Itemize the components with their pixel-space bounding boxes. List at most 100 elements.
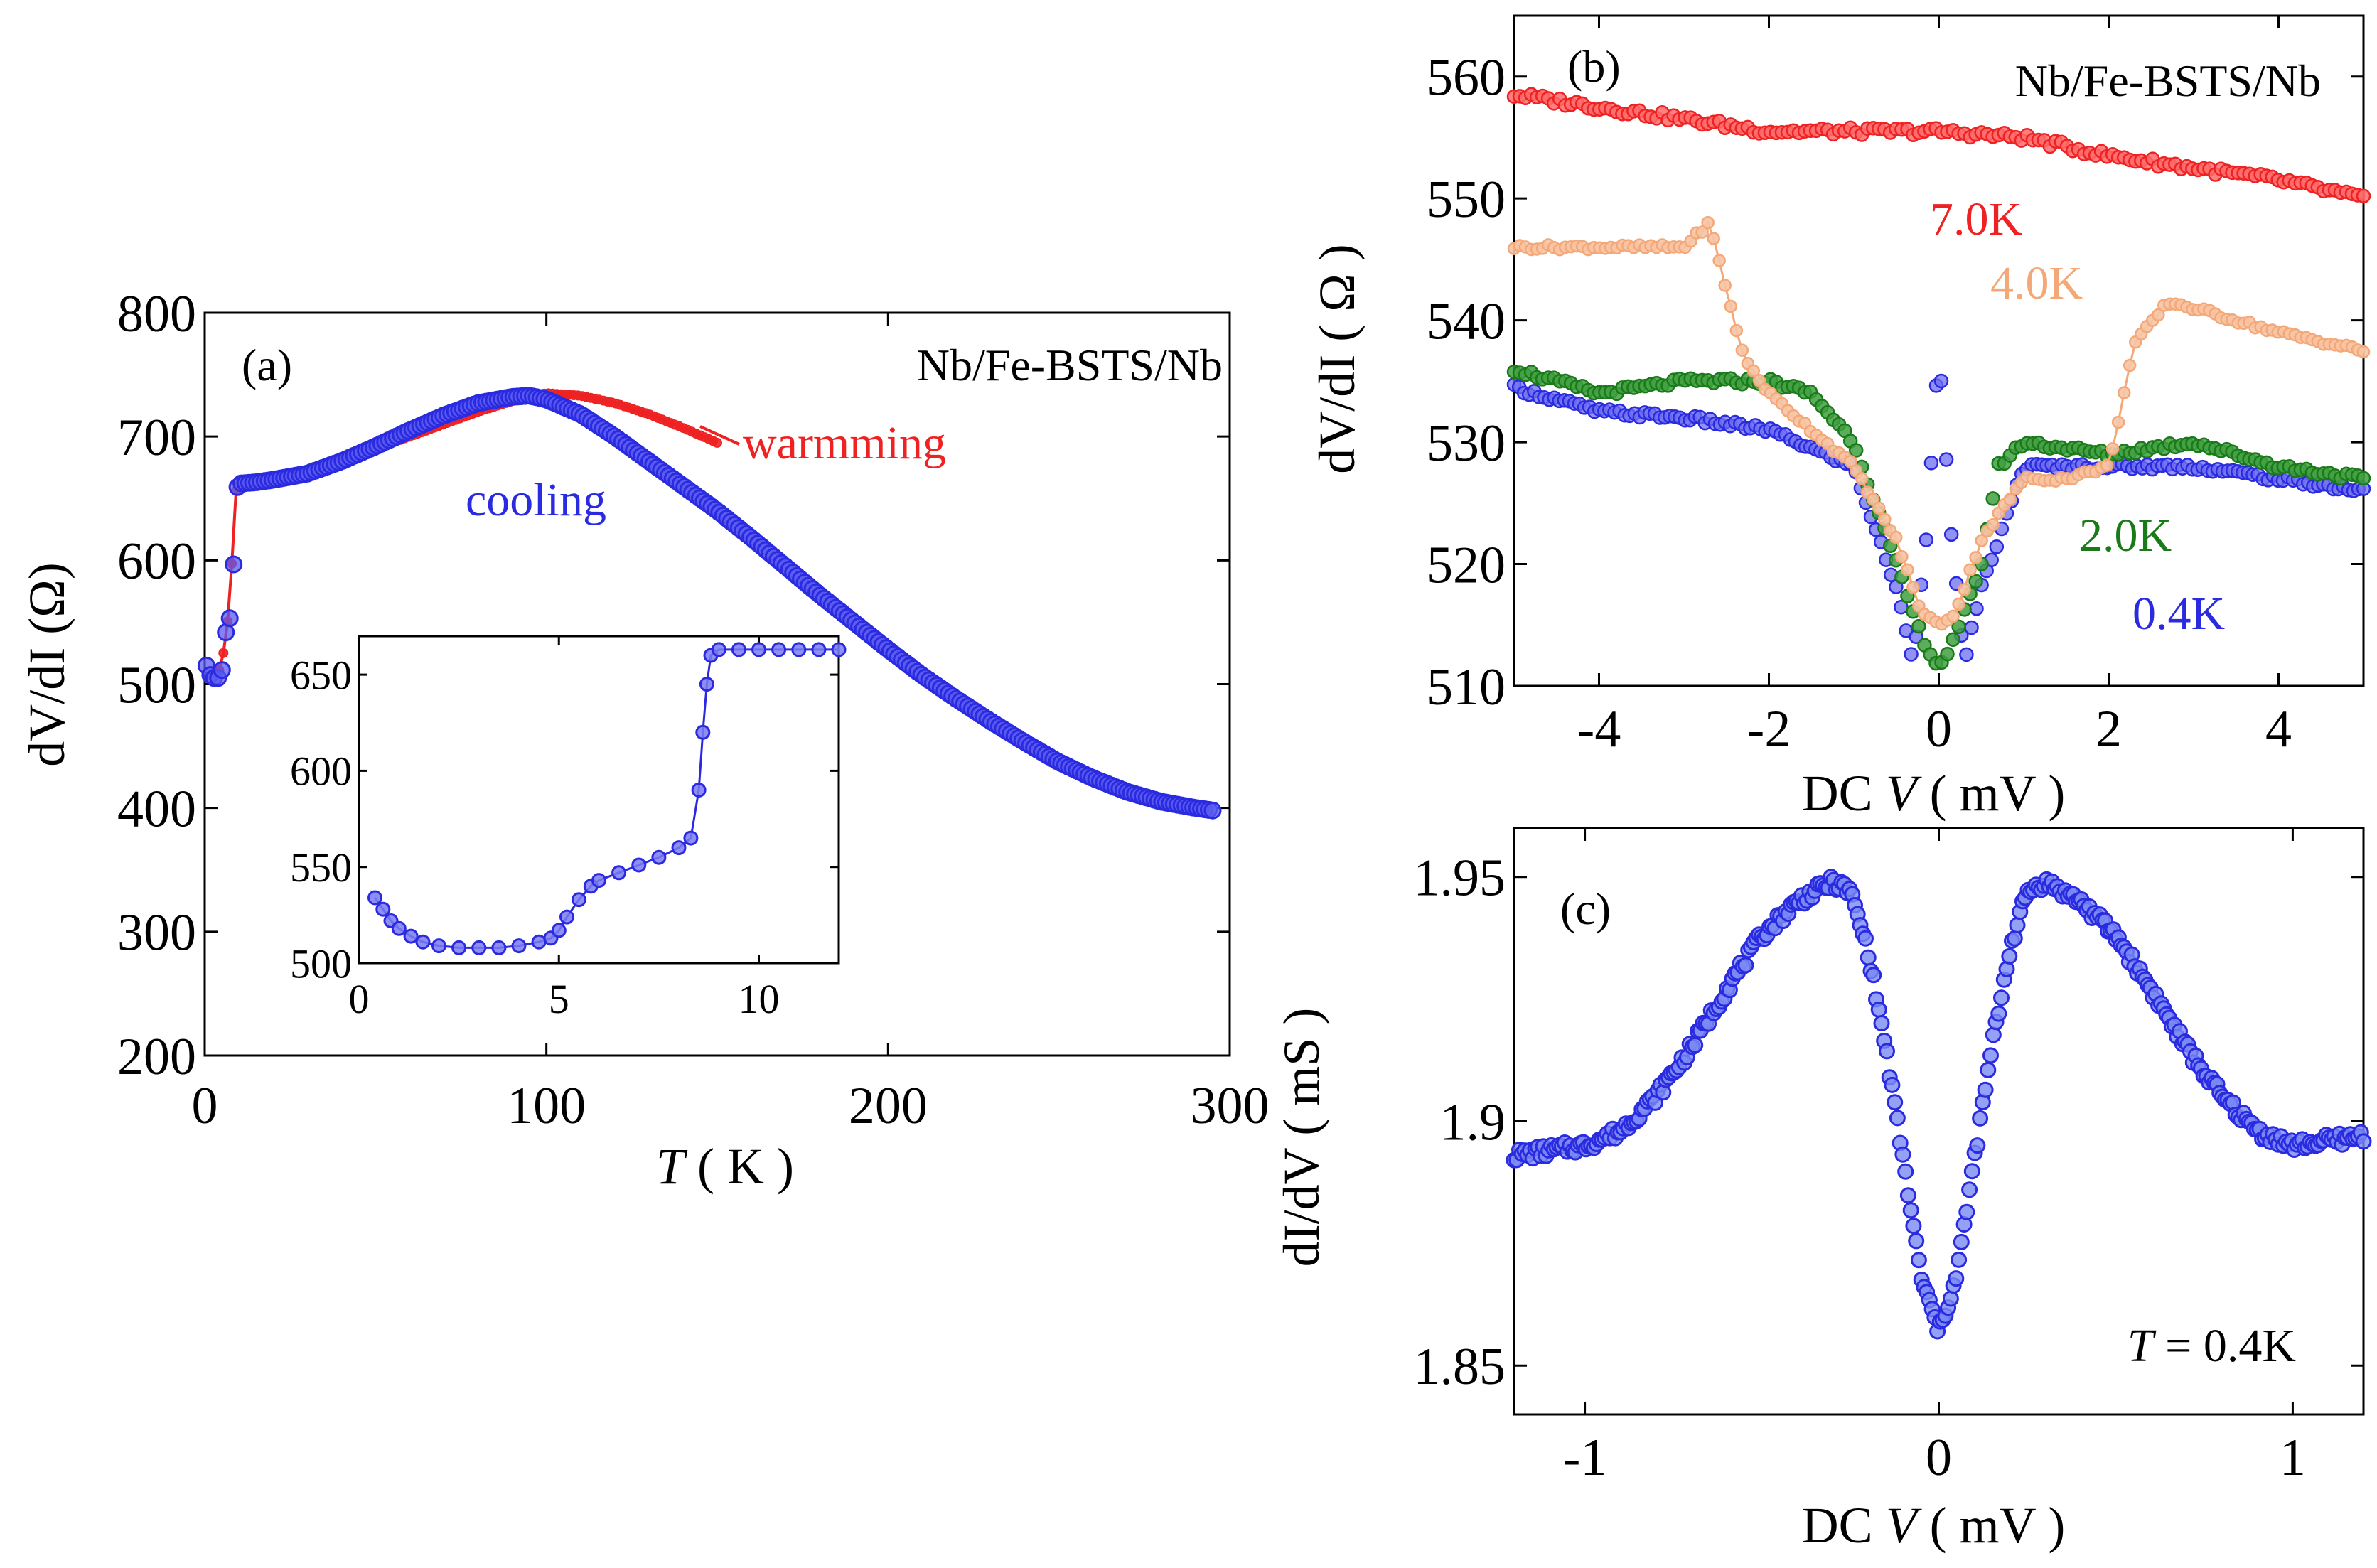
panel-c-ticks: -1 0 1 1.85 1.9 1.95 xyxy=(1414,828,2363,1487)
cooling-label: cooling xyxy=(466,474,606,526)
panel-a-x-axis-label: T ( K ) xyxy=(656,1138,794,1195)
inset-data-point xyxy=(811,642,827,657)
inset-background xyxy=(359,636,839,963)
label-0.4K: 0.4K xyxy=(2132,588,2225,640)
panel-a-y-tick-label: 800 xyxy=(117,285,196,343)
panel-a-y-tick-label: 300 xyxy=(117,904,196,962)
panel-c-y-tick-label: 1.95 xyxy=(1414,849,1506,908)
series-4K-data-point xyxy=(1952,597,1965,611)
inset-data-point xyxy=(451,940,467,955)
series-2K-data-point xyxy=(1911,618,1926,634)
conductance-data-point xyxy=(1961,1181,1978,1198)
series-4K-data-point xyxy=(1746,364,1761,378)
inset-data-point xyxy=(415,934,431,950)
conductance-data-point xyxy=(2009,917,2026,934)
panel-a-x-tick-label: 0 xyxy=(192,1077,218,1135)
warming-data-point xyxy=(712,437,722,448)
series-0.4K-data-point xyxy=(1933,373,1949,389)
panel-c-label: (c) xyxy=(1560,884,1611,934)
conductance-data-point xyxy=(1993,989,2010,1006)
series-4K-data-point xyxy=(2111,415,2125,429)
inset-data-point xyxy=(699,677,714,692)
inset-data-point xyxy=(571,892,586,908)
panel-b-x-tick-label: 0 xyxy=(1926,700,1952,758)
panel-b-y-tick-label: 510 xyxy=(1427,658,1506,716)
inset-data-point xyxy=(731,642,746,657)
cooling-data-point xyxy=(213,661,231,680)
panel-a-y-tick-label: 200 xyxy=(117,1028,196,1086)
conductance-data-point xyxy=(1884,1076,1901,1093)
panel-a-y-tick-label: 700 xyxy=(117,409,196,467)
conductance-data-point xyxy=(1980,1061,1997,1078)
series-0.4K-data-point xyxy=(1969,601,1984,616)
panel-b-x-tick-label: -4 xyxy=(1577,700,1621,758)
label-4K: 4.0K xyxy=(1990,257,2083,309)
series-4K-data-point xyxy=(2100,458,2114,472)
panel-c-y-tick-label: 1.85 xyxy=(1414,1338,1506,1396)
series-2K-data-point xyxy=(1951,619,1966,635)
conductance-data-point xyxy=(1905,1218,1922,1235)
inset-data-point xyxy=(711,642,726,657)
panel-a-y-tick-label: 400 xyxy=(117,780,196,839)
panel-b-y-tick-label: 520 xyxy=(1427,536,1506,594)
series-2K-data-point xyxy=(1940,646,1955,662)
panel-c-data xyxy=(1506,869,2372,1340)
series-0.4K-data-point xyxy=(1919,532,1934,547)
panel-c-x-axis-label: DC V ( mV ) xyxy=(1802,1497,2066,1554)
warming-series-line xyxy=(214,392,718,673)
inset-y-tick-label: 600 xyxy=(290,748,352,795)
series-4K-data-point xyxy=(2356,345,2371,359)
inset-data-point xyxy=(591,873,606,888)
inset-data-point xyxy=(691,783,707,798)
panel-a-data xyxy=(197,387,1222,820)
warming-pointer xyxy=(699,425,740,446)
panel-b-y-axis-label: dV/dI ( Ω ) xyxy=(1309,244,1365,473)
series-4K-data-point xyxy=(1729,323,1744,338)
inset-data-point xyxy=(491,940,507,955)
series-4K-data-point xyxy=(1986,517,2000,532)
conductance-data-point xyxy=(1902,1202,1919,1219)
panel-b-x-tick-label: 2 xyxy=(2096,700,2122,758)
warming-label: warmming xyxy=(743,417,946,469)
inset-data-point xyxy=(651,849,667,865)
series-4K-data-point xyxy=(2117,386,2131,399)
conductance-data-point xyxy=(1951,1251,1968,1268)
series-4K-data-point xyxy=(1701,215,1715,230)
series-4K-data-point xyxy=(1855,471,1869,485)
inset-data-point xyxy=(751,642,766,657)
panel-a-x-tick-label: 200 xyxy=(849,1077,928,1135)
conductance-data-point xyxy=(1687,1036,1704,1053)
panel-a-inset: 0 5 10 500 550 600 650 xyxy=(290,635,847,1022)
panel-b-chart: -4 -2 0 2 4 510 520 530 540 550 560 (b) Nb/Fe-BSTS… xyxy=(1309,14,2371,822)
conductance-data-point xyxy=(1990,1005,2007,1022)
inset-y-tick-label: 550 xyxy=(290,844,352,891)
series-4K-data-point xyxy=(1975,534,1988,547)
inset-ticks: 0 5 10 500 550 600 650 xyxy=(290,636,839,1022)
inset-data-point xyxy=(631,857,647,873)
panel-a-y-tick-label: 500 xyxy=(117,656,196,714)
panel-c-x-tick-label: 0 xyxy=(1926,1429,1952,1487)
inset-data-point xyxy=(671,840,687,856)
panel-b-annotation: Nb/Fe-BSTS/Nb xyxy=(2015,55,2321,106)
series-4K-data-point xyxy=(1843,454,1857,468)
cooling-data-point xyxy=(220,609,239,628)
series-4K-data-point xyxy=(1878,512,1892,526)
series-4K-data-point xyxy=(2105,442,2120,456)
warming-data-point xyxy=(218,648,229,658)
inset-data-point xyxy=(391,920,407,936)
inset-data-point xyxy=(611,865,627,881)
inset-y-tick-label: 500 xyxy=(290,940,352,987)
panel-b-x-axis-label: DC V ( mV ) xyxy=(1802,765,2066,822)
inset-data-point xyxy=(791,642,807,657)
series-4K-data-point xyxy=(2003,493,2017,506)
inset-data-point xyxy=(551,923,567,938)
series-4K-data-point xyxy=(1906,581,1920,594)
conductance-data-point xyxy=(1873,1015,1890,1031)
conductance-data-point xyxy=(1737,957,1754,974)
series-0.4K-data-point xyxy=(1959,647,1974,662)
inset-plot-frame xyxy=(358,635,840,965)
conductance-data-point xyxy=(1887,1094,1904,1111)
label-7K: 7.0K xyxy=(1930,193,2022,245)
series-7K-data-point xyxy=(2356,188,2371,203)
